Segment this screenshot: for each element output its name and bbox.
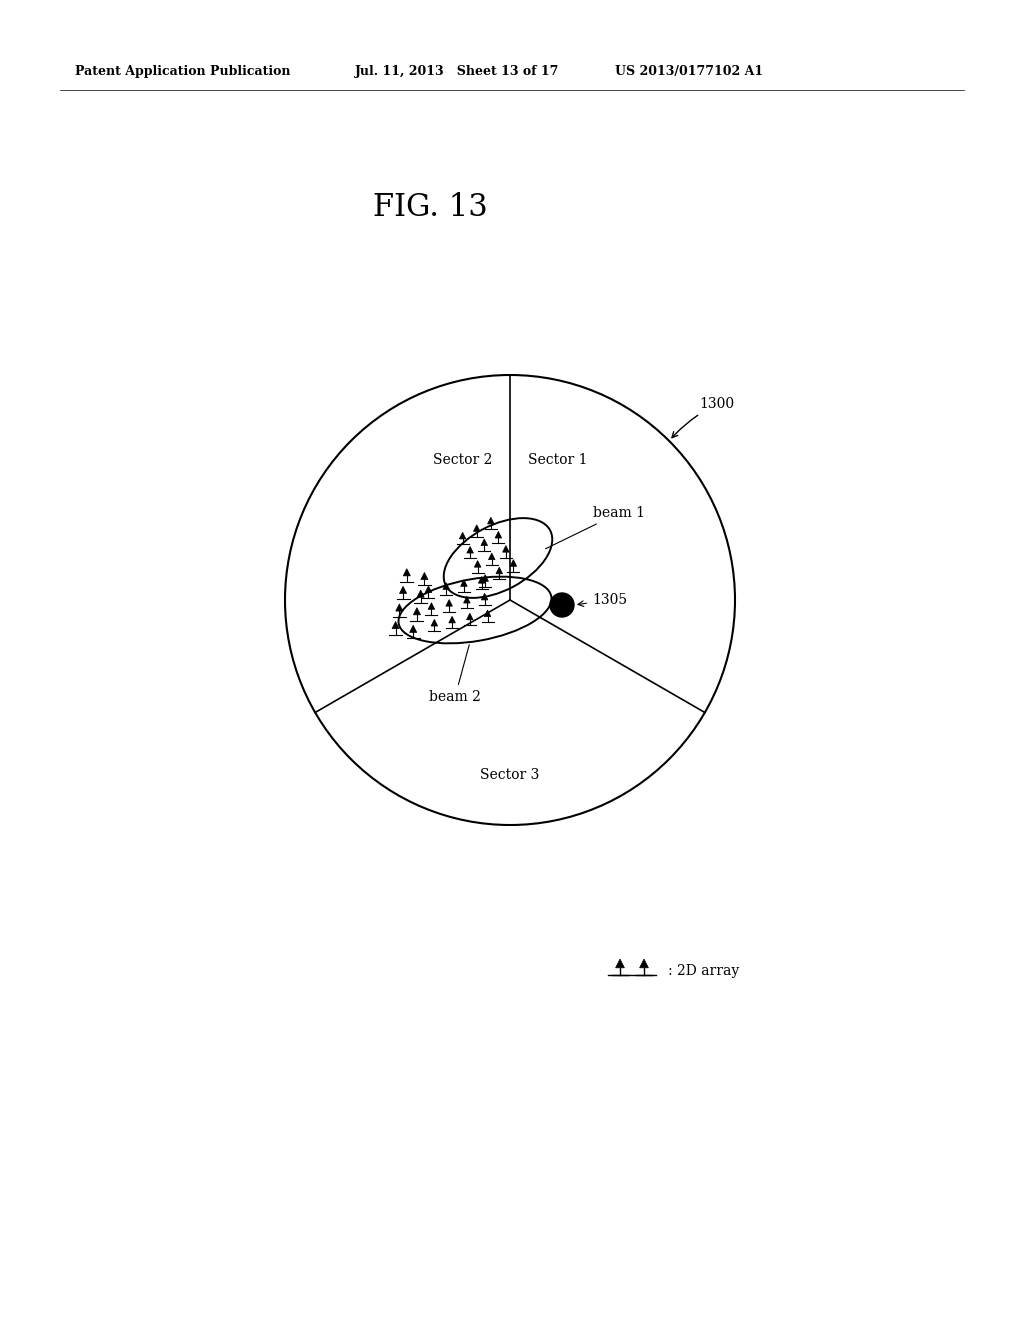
Text: 1305: 1305 — [578, 593, 627, 607]
Polygon shape — [484, 610, 490, 616]
Polygon shape — [473, 525, 480, 532]
Text: beam 1: beam 1 — [546, 506, 645, 549]
Polygon shape — [395, 605, 402, 611]
Text: US 2013/0177102 A1: US 2013/0177102 A1 — [615, 66, 763, 78]
Polygon shape — [510, 560, 517, 566]
Polygon shape — [478, 577, 485, 583]
Text: : 2D array: : 2D array — [668, 964, 739, 978]
Text: Sector 2: Sector 2 — [432, 453, 492, 467]
Polygon shape — [392, 622, 399, 628]
Polygon shape — [399, 586, 407, 594]
Polygon shape — [464, 597, 470, 603]
Polygon shape — [414, 607, 421, 615]
Polygon shape — [431, 619, 437, 626]
Polygon shape — [443, 583, 450, 590]
Polygon shape — [428, 603, 435, 610]
Polygon shape — [481, 593, 487, 599]
Polygon shape — [461, 579, 467, 586]
Text: beam 2: beam 2 — [429, 644, 481, 704]
Polygon shape — [445, 599, 453, 606]
Polygon shape — [482, 574, 488, 581]
Polygon shape — [488, 553, 495, 560]
Polygon shape — [417, 590, 424, 597]
Circle shape — [550, 593, 574, 616]
Polygon shape — [496, 568, 503, 574]
Polygon shape — [410, 626, 417, 632]
Polygon shape — [467, 614, 473, 620]
Polygon shape — [615, 960, 625, 968]
Polygon shape — [403, 569, 411, 576]
Polygon shape — [495, 532, 502, 539]
Text: Sector 3: Sector 3 — [480, 768, 540, 781]
Polygon shape — [481, 539, 487, 545]
Text: FIG. 13: FIG. 13 — [373, 193, 487, 223]
Text: Jul. 11, 2013   Sheet 13 of 17: Jul. 11, 2013 Sheet 13 of 17 — [355, 66, 559, 78]
Text: Patent Application Publication: Patent Application Publication — [75, 66, 291, 78]
Polygon shape — [503, 545, 509, 552]
Polygon shape — [425, 586, 432, 593]
Polygon shape — [460, 532, 466, 539]
Polygon shape — [487, 517, 495, 524]
Text: Sector 1: Sector 1 — [528, 453, 588, 467]
Polygon shape — [467, 546, 473, 553]
Text: 1300: 1300 — [672, 397, 734, 438]
Polygon shape — [640, 960, 648, 968]
Polygon shape — [421, 573, 428, 579]
Polygon shape — [474, 561, 481, 568]
Polygon shape — [449, 616, 456, 623]
